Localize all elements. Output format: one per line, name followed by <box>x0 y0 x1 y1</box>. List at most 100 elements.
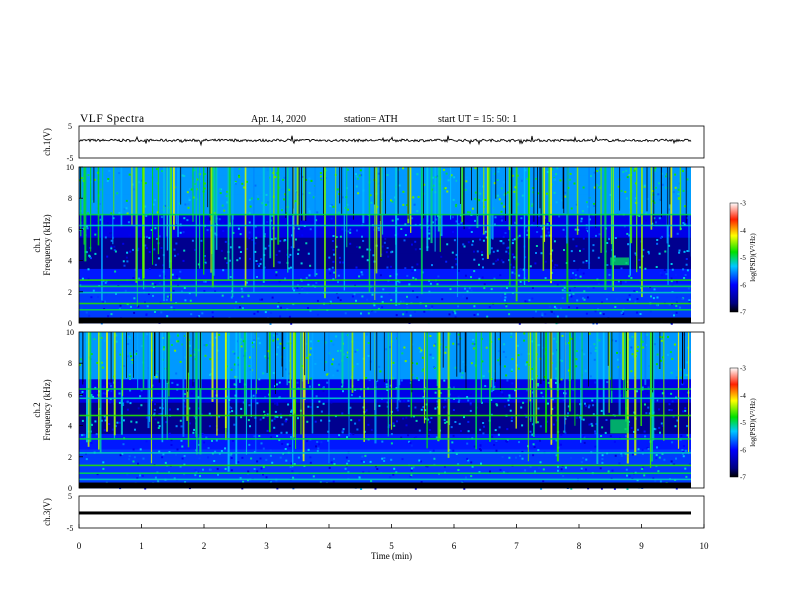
ch2-noise-cell <box>110 385 113 388</box>
ch1-noise-cell <box>372 254 375 257</box>
ch1-noise-cell <box>556 315 559 318</box>
ch2-noise-cell <box>502 350 505 353</box>
ch1-bg-row <box>79 174 691 180</box>
ch2-noise-cell <box>115 340 118 343</box>
ch2-noise-cell <box>498 426 501 429</box>
ch1-noise-cell <box>553 266 556 269</box>
ch2-noise-cell <box>128 336 131 339</box>
ch1-noise-cell <box>531 203 534 206</box>
ch1-noise-cell <box>309 211 311 214</box>
ch2-noise-cell <box>230 469 233 472</box>
ch2-noise-cell <box>653 343 656 346</box>
ch1-noise-cell <box>184 203 187 206</box>
ch1-noise-cell <box>187 203 190 206</box>
ch1-noise-cell <box>596 170 599 173</box>
ch1-sferic-line <box>515 167 518 302</box>
ch2-sferic-line <box>99 332 102 453</box>
ch2-noise-cell <box>526 361 529 364</box>
ch1-sferic-line <box>450 167 452 220</box>
ch2-noise-cell <box>183 455 186 457</box>
ch1-noise-cell <box>360 174 363 177</box>
ch1-noise-cell <box>144 301 146 304</box>
ch2-noise-cell <box>198 349 201 352</box>
ch1-noise-cell <box>229 276 232 278</box>
ch2-noise-cell <box>265 458 268 461</box>
ch1-sferic-line <box>113 167 115 215</box>
ch1-noise-cell <box>110 232 113 234</box>
ch2-noise-cell <box>122 402 125 405</box>
ch1-noise-cell <box>537 192 540 195</box>
ch2-noise-cell <box>628 475 631 478</box>
ch1-sferic-line <box>688 167 690 253</box>
ch2-noise-cell <box>132 460 135 463</box>
ch1-noise-cell <box>481 199 484 202</box>
ch1-gap-line <box>298 167 300 226</box>
ch1-noise-cell <box>332 235 335 237</box>
ch1-noise-cell <box>248 257 251 260</box>
ch2-noise-cell <box>108 423 111 425</box>
ch1-noise-cell <box>555 173 557 176</box>
ch1-noise-cell <box>668 303 671 306</box>
ch2-noise-cell <box>171 381 174 384</box>
ch1-noise-cell <box>115 292 117 295</box>
ch1-noise-cell <box>634 252 637 255</box>
ch1-noise-cell <box>677 188 680 191</box>
ch2-noise-cell <box>332 374 335 377</box>
ch2-noise-cell <box>179 419 182 422</box>
ch1-noise-cell <box>554 263 557 266</box>
ch1-sferic-line <box>566 167 568 244</box>
ch1-noise-cell <box>592 286 595 289</box>
ch1-noise-cell <box>553 305 556 308</box>
ch2-noise-cell <box>290 409 293 412</box>
ch2-freq-band <box>79 452 691 454</box>
ch1-noise-cell <box>601 301 603 304</box>
ch1-noise-cell <box>414 240 417 243</box>
ch1-noise-cell <box>575 278 578 281</box>
ch1-noise-cell <box>203 290 206 293</box>
ch1-noise-cell <box>497 167 500 170</box>
ch2-noise-cell <box>356 428 359 431</box>
ch1-noise-cell <box>645 212 648 215</box>
ch1-noise-cell <box>494 216 497 219</box>
ch2-noise-cell <box>642 466 645 469</box>
ch2-noise-cell <box>285 418 288 421</box>
ch1-noise-cell <box>319 175 322 178</box>
ch2-noise-cell <box>466 442 469 445</box>
ch1-noise-cell <box>300 262 303 265</box>
ch2-bg-row <box>79 445 691 450</box>
ch1-noise-cell <box>656 242 659 245</box>
ch2-noise-cell <box>267 357 270 360</box>
ch1-gap-line <box>505 167 506 221</box>
ch2-bg-row <box>79 374 691 380</box>
ch1-noise-cell <box>108 169 111 172</box>
ch2-noise-cell <box>229 454 232 457</box>
ch1-noise-cell <box>536 231 539 233</box>
ch1-noise-cell <box>599 312 602 315</box>
ch1-gap-line <box>93 167 95 203</box>
ch2-noise-cell <box>510 419 513 422</box>
ch1-noise-cell <box>522 268 525 271</box>
ch2-noise-cell <box>344 467 347 470</box>
ch1-noise-cell <box>103 220 106 223</box>
ch1-gap-line <box>646 167 648 212</box>
ch1-noise-cell <box>355 299 357 302</box>
ch2-noise-cell <box>318 443 320 446</box>
ch2-noise-cell <box>683 391 686 394</box>
ch2-noise-cell <box>90 395 93 398</box>
ch1-noise-cell <box>361 273 364 276</box>
ch2-noise-cell <box>625 435 628 438</box>
ch2-sferic-line <box>387 332 389 437</box>
ch2-noise-cell <box>273 426 276 429</box>
ch1-noise-cell <box>353 293 356 296</box>
ch2-noise-cell <box>81 419 84 422</box>
ch2-noise-cell <box>96 361 99 364</box>
ch2-noise-cell <box>287 403 290 406</box>
ch1-noise-cell <box>238 176 241 179</box>
ch2-noise-cell <box>104 392 107 395</box>
ch1-noise-cell <box>355 185 358 188</box>
ch2-noise-cell <box>525 415 528 418</box>
ch1-sferic-line <box>611 167 614 288</box>
ch2-noise-cell <box>503 405 506 408</box>
ch2-noise-cell <box>233 383 236 386</box>
ch1-noise-cell <box>243 186 246 189</box>
